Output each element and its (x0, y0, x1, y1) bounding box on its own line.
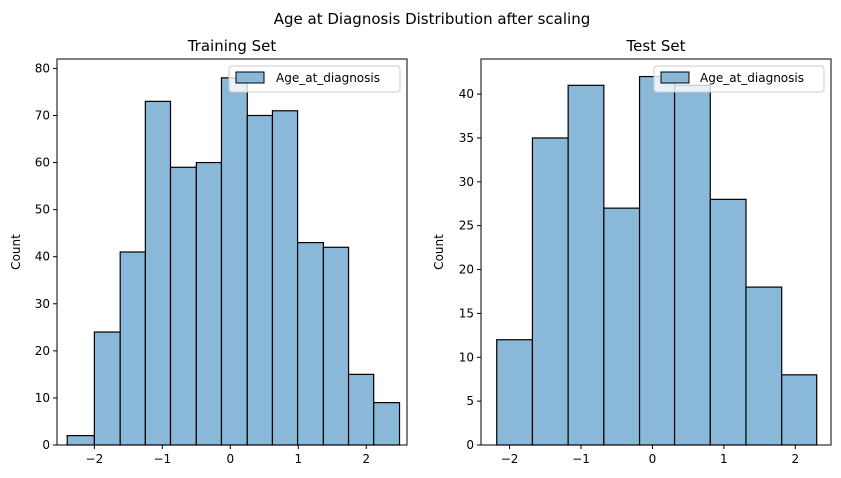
test-y-axis-label: Count (432, 234, 446, 270)
training-y-axis-label: Count (9, 234, 23, 270)
test-bar-8 (781, 374, 818, 446)
training-ytick-label-0: 0 (42, 438, 50, 452)
test-set-title: Test Set (626, 37, 686, 55)
training-bar-10 (322, 246, 350, 446)
test-ytick-label-4: 20 (459, 263, 474, 277)
training-xtick-label-1: −1 (153, 452, 171, 466)
test-bar-0 (496, 339, 534, 446)
test-ytick-label-3: 15 (459, 306, 474, 320)
test-x-axis: −2 −1 0 1 2 (501, 445, 799, 466)
test-bar-7 (745, 286, 783, 446)
test-ytick-label-0: 0 (466, 438, 474, 452)
test-ytick-label-7: 35 (459, 131, 474, 145)
training-bar-11 (347, 373, 375, 446)
test-bars (496, 75, 818, 446)
training-bar-12 (373, 402, 401, 446)
training-bar-5 (195, 161, 223, 446)
test-xtick-label-4: 2 (791, 452, 799, 466)
training-set-panel: Training Set 0 10 20 30 40 50 60 70 80 −2 −1 0 1 2 C… (9, 37, 408, 466)
test-ytick-label-8: 40 (459, 87, 474, 101)
test-xtick-label-0: −2 (501, 452, 519, 466)
training-xtick-label-2: 0 (226, 452, 234, 466)
training-ytick-label-8: 80 (35, 61, 50, 75)
test-legend-box (653, 65, 825, 93)
test-ytick-label-5: 25 (459, 219, 474, 233)
training-legend-label: Age_at_diagnosis (276, 71, 380, 85)
training-bar-4 (169, 166, 197, 446)
training-bar-2 (119, 251, 146, 446)
training-legend-swatch (235, 71, 265, 84)
training-ytick-label-7: 70 (35, 108, 50, 122)
training-x-axis: −2 −1 0 1 2 (86, 445, 370, 466)
training-bar-8 (271, 110, 299, 446)
test-ytick-label-1: 5 (466, 394, 474, 408)
training-bar-7 (246, 114, 274, 446)
training-bars (66, 77, 401, 446)
training-bar-6 (220, 77, 248, 446)
test-bar-5 (673, 84, 711, 446)
training-bar-1 (93, 331, 121, 446)
training-xtick-label-4: 2 (362, 452, 370, 466)
test-bar-2 (567, 84, 605, 446)
training-xtick-label-3: 1 (294, 452, 302, 466)
test-legend-label: Age_at_diagnosis (700, 71, 804, 85)
figure-suptitle: Age at Diagnosis Distribution after scal… (274, 10, 590, 28)
training-ytick-label-1: 10 (35, 391, 50, 405)
test-bar-4 (638, 75, 676, 446)
training-ytick-label-6: 60 (35, 156, 50, 170)
training-legend-box (228, 65, 401, 93)
test-axes-frame (480, 58, 832, 446)
training-set-title: Training Set (187, 37, 277, 55)
test-ytick-label-2: 10 (459, 350, 474, 364)
training-y-axis: 0 10 20 30 40 50 60 70 80 (35, 61, 57, 452)
training-ytick-label-3: 30 (35, 297, 50, 311)
training-ytick-label-5: 50 (35, 203, 50, 217)
test-legend: Age_at_diagnosis (653, 65, 825, 93)
training-bar-3 (144, 100, 172, 446)
test-legend-swatch (660, 71, 690, 84)
test-bar-3 (603, 207, 641, 446)
test-ytick-label-6: 30 (459, 175, 474, 189)
test-y-axis: 0 5 10 15 20 25 30 35 40 (459, 87, 481, 452)
training-ytick-label-2: 20 (35, 344, 50, 358)
training-bar-0 (66, 434, 95, 446)
training-legend: Age_at_diagnosis (228, 65, 401, 93)
training-ytick-label-4: 40 (35, 250, 50, 264)
training-xtick-label-0: −2 (86, 452, 104, 466)
test-xtick-label-1: −1 (572, 452, 590, 466)
test-xtick-label-3: 1 (720, 452, 728, 466)
training-axes-frame (56, 58, 408, 446)
test-xtick-label-2: 0 (649, 452, 657, 466)
test-bar-6 (709, 198, 747, 446)
training-bar-9 (296, 241, 325, 446)
test-bar-1 (531, 137, 569, 446)
